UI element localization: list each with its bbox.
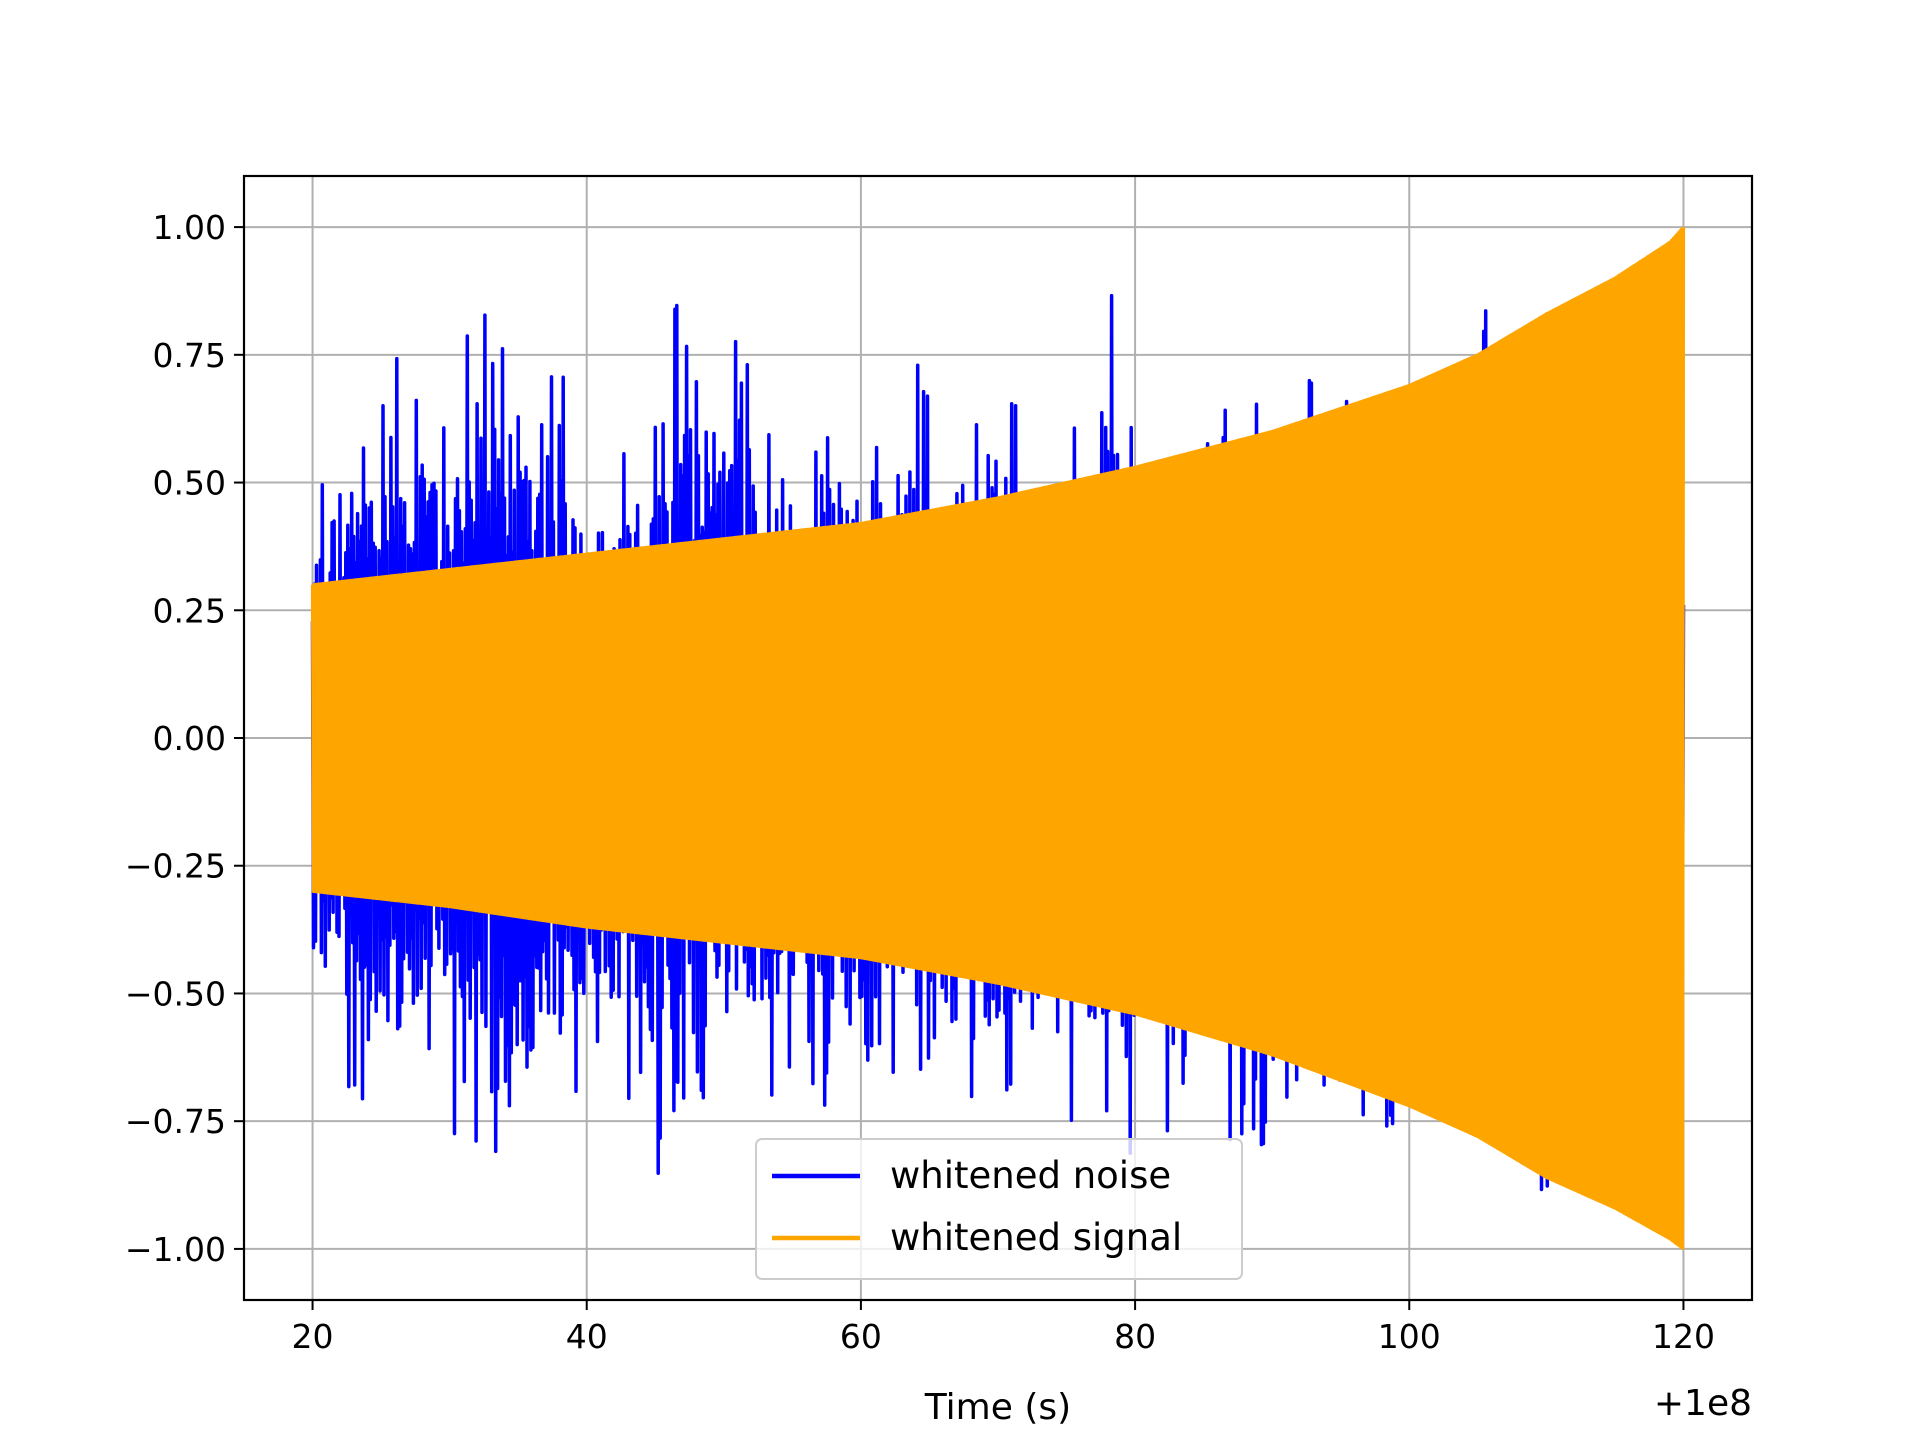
legend-label-signal: whitened signal: [890, 1216, 1182, 1259]
x-tick-label: 20: [292, 1317, 334, 1356]
y-tick-label: 0.00: [153, 719, 226, 758]
y-tick-label: 1.00: [153, 208, 226, 247]
legend: whitened noise whitened signal: [755, 1138, 1243, 1280]
y-tick-label: −0.50: [125, 974, 226, 1013]
x-tick-label: 40: [566, 1317, 608, 1356]
x-axis-label: Time (s): [924, 1387, 1071, 1428]
y-tick-label: 0.25: [153, 591, 226, 630]
x-tick-label: 80: [1114, 1317, 1156, 1356]
legend-label-noise: whitened noise: [890, 1154, 1171, 1197]
x-tick-label: 60: [840, 1317, 882, 1356]
x-tick-label: 120: [1652, 1317, 1715, 1356]
series-line-whitened-signal: [310, 227, 1686, 1250]
x-tick-label: 100: [1378, 1317, 1441, 1356]
y-tick-label: 0.75: [153, 336, 226, 375]
legend-box: [755, 1138, 1243, 1280]
y-tick-label: 0.50: [153, 464, 226, 503]
y-tick-label: −0.75: [125, 1102, 226, 1141]
ticks: 20 40 60 80 100 120 1.00 0.75 0.50 0.25 0.00 −0.25 −…: [125, 208, 1715, 1356]
x-offset-label: +1e8: [1654, 1383, 1752, 1424]
y-tick-label: −1.00: [125, 1230, 226, 1269]
y-tick-label: −0.25: [125, 847, 226, 886]
data-layer: [310, 227, 1686, 1250]
